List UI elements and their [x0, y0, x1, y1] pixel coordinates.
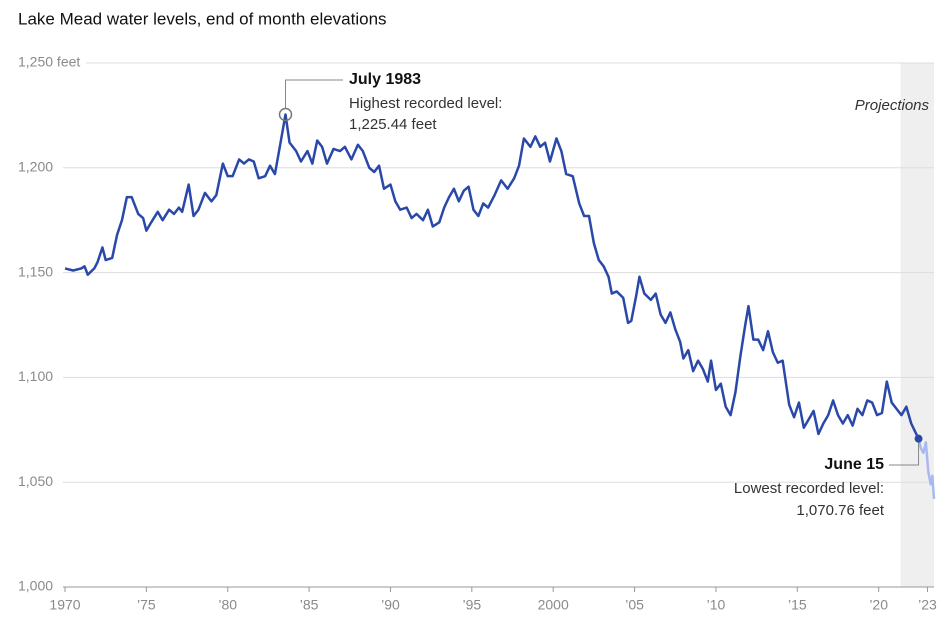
low-marker — [914, 434, 923, 443]
x-tick-label: ’20 — [869, 597, 888, 613]
chart-title: Lake Mead water levels, end of month ele… — [18, 9, 387, 28]
x-tick-label: ’80 — [218, 597, 237, 613]
projection-label: Projections — [855, 97, 930, 114]
x-tick-label: ’05 — [625, 597, 644, 613]
annotation-title: July 1983 — [349, 71, 421, 88]
annotation-text: Highest recorded level: — [349, 95, 502, 112]
annotation-text: 1,070.76 feet — [796, 502, 884, 519]
projection-band — [900, 63, 934, 587]
y-tick-label: 1,250 feet — [18, 54, 80, 70]
annotation-text: 1,225.44 feet — [349, 116, 437, 133]
x-tick-label: ’85 — [300, 597, 319, 613]
x-tick-label: ’23 — [918, 597, 937, 613]
x-tick-label: ’75 — [137, 597, 156, 613]
annotation-title: June 15 — [824, 456, 884, 473]
x-tick-label: 1970 — [49, 597, 80, 613]
series-line — [64, 113, 920, 440]
y-tick-label: 1,000 — [18, 578, 53, 594]
y-tick-label: 1,050 — [18, 473, 53, 489]
x-tick-label: ’95 — [462, 597, 481, 613]
annotation-leader — [285, 79, 343, 109]
x-tick-label: 2000 — [538, 597, 569, 613]
annotation-leader — [889, 438, 920, 466]
x-tick-label: ’90 — [381, 597, 400, 613]
annotation-text: Lowest recorded level: — [734, 480, 884, 497]
y-tick-label: 1,200 — [18, 159, 53, 175]
series-line — [917, 438, 936, 500]
y-tick-label: 1,100 — [18, 368, 53, 384]
y-tick-label: 1,150 — [18, 263, 53, 279]
x-tick-label: ’10 — [707, 597, 726, 613]
x-tick-label: ’15 — [788, 597, 807, 613]
